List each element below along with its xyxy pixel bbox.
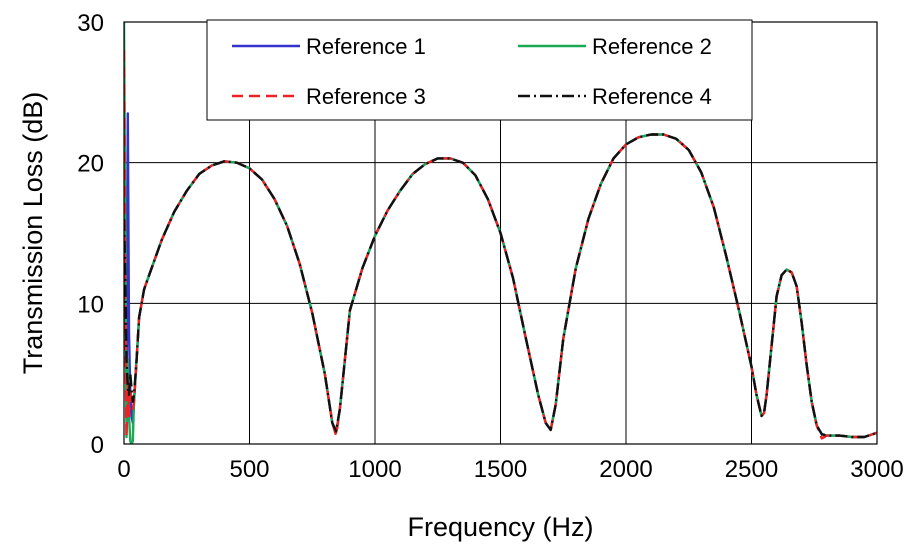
legend-box bbox=[206, 19, 753, 121]
x-tick-label: 500 bbox=[229, 456, 269, 483]
x-tick-label: 0 bbox=[117, 456, 130, 483]
x-tick-label: 1000 bbox=[348, 456, 401, 483]
series-line-reference-4 bbox=[124, 133, 877, 439]
x-tick-label: 3000 bbox=[850, 456, 903, 483]
y-tick-label: 10 bbox=[77, 291, 104, 318]
legend-label-reference-2: Reference 2 bbox=[592, 34, 712, 59]
x-tick-label: 1500 bbox=[474, 456, 527, 483]
x-axis-title: Frequency (Hz) bbox=[407, 512, 593, 542]
legend: Reference 1 Reference 2 Reference 3 Referen… bbox=[206, 19, 753, 121]
legend-label-reference-4: Reference 4 bbox=[592, 84, 712, 109]
y-tick-label: 30 bbox=[77, 10, 104, 37]
x-tick-label: 2000 bbox=[599, 456, 652, 483]
data-series bbox=[124, 22, 877, 444]
tick-labels: 0 500 1000 1500 2000 2500 3000 0 10 20 30 bbox=[77, 10, 903, 483]
x-tick-label: 2500 bbox=[725, 456, 778, 483]
y-tick-label: 0 bbox=[91, 432, 104, 459]
legend-label-reference-1: Reference 1 bbox=[306, 34, 426, 59]
y-axis-title: Transmission Loss (dB) bbox=[18, 92, 48, 375]
y-tick-label: 20 bbox=[77, 151, 104, 178]
legend-label-reference-3: Reference 3 bbox=[306, 84, 426, 109]
